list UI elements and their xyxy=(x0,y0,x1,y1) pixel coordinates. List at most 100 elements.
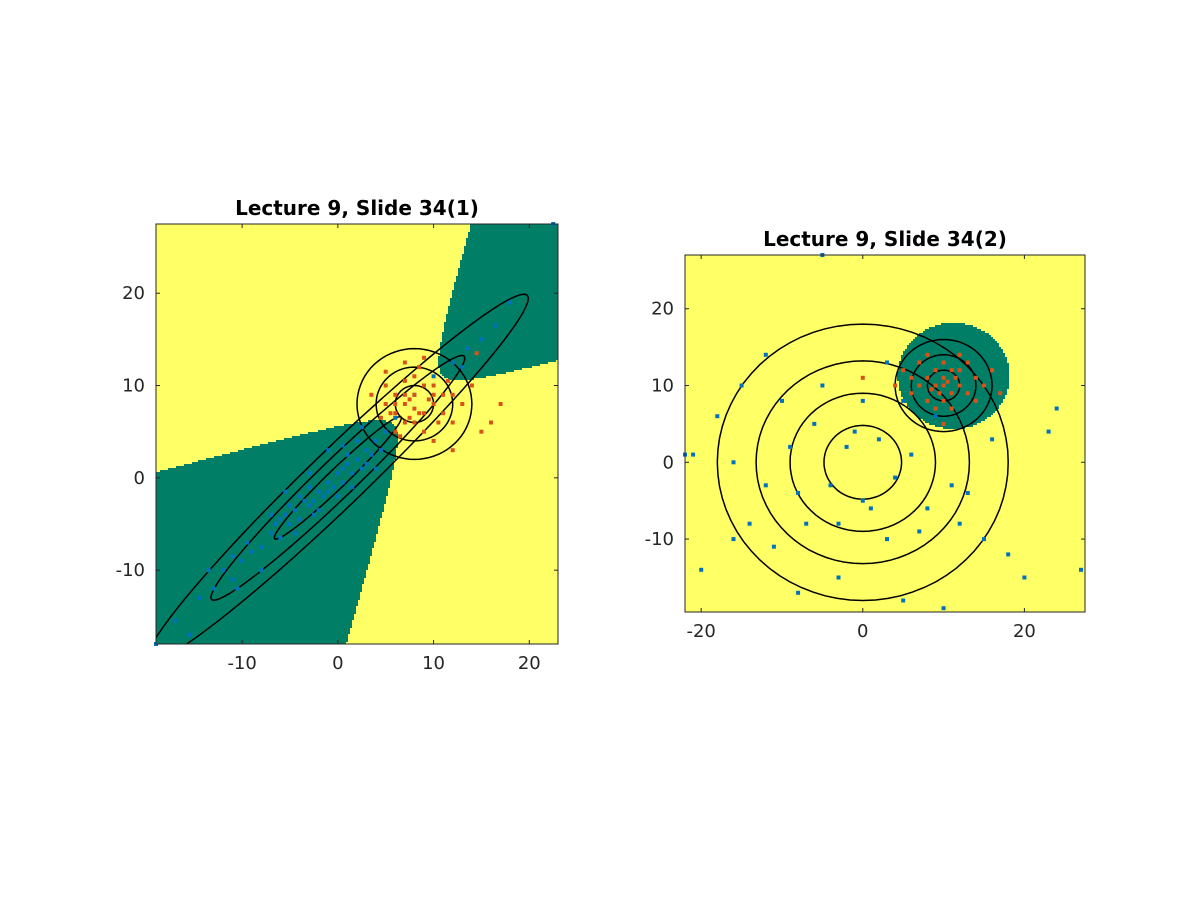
point-series2-8 xyxy=(422,383,426,388)
point-series1-3 xyxy=(221,568,225,573)
point-series1-25 xyxy=(345,462,350,466)
axes-box xyxy=(155,223,559,645)
point-series1-23 xyxy=(335,471,340,476)
point-series1-2 xyxy=(211,586,216,591)
point-series1-5 xyxy=(699,567,704,572)
point-series1-32 xyxy=(378,448,383,453)
point-series2-42 xyxy=(407,415,412,420)
point-series2-19 xyxy=(982,383,986,388)
point-series2-16 xyxy=(949,406,954,411)
point-series1-28 xyxy=(359,466,364,471)
y-tick-label: -10 xyxy=(116,560,145,581)
point-series1-20 xyxy=(893,475,898,480)
point-series2-9 xyxy=(965,391,970,396)
point-series2-37 xyxy=(407,397,412,402)
ticks: -20 0 20 -10 0 10 20 xyxy=(645,255,1085,642)
point-series1-13 xyxy=(288,522,292,526)
point-series2-18 xyxy=(402,378,407,383)
point-series1-31 xyxy=(804,521,809,526)
point-series2-1 xyxy=(941,375,946,380)
point-series1-57 xyxy=(431,374,436,379)
point-series1-45 xyxy=(1022,575,1027,580)
point-series1-35 xyxy=(316,508,321,513)
point-series2-17 xyxy=(383,383,388,388)
point-series2-11 xyxy=(383,402,388,406)
point-series1-31 xyxy=(374,438,379,443)
decision-regions xyxy=(685,255,1085,612)
point-series2-31 xyxy=(431,438,436,443)
point-series1-35 xyxy=(788,444,793,449)
point-series2-34 xyxy=(479,429,484,434)
point-series2-24 xyxy=(369,392,374,397)
point-series1-50 xyxy=(374,466,379,471)
y-tick-label: 10 xyxy=(651,376,674,397)
point-series2-6 xyxy=(933,368,938,373)
point-series1-1 xyxy=(197,595,202,600)
point-series1-2 xyxy=(731,537,736,542)
point-series1-14 xyxy=(292,508,297,513)
point-series1-18 xyxy=(876,437,881,442)
point-series2-30 xyxy=(901,368,906,373)
point-series1-8 xyxy=(941,606,946,611)
point-series1-13 xyxy=(982,537,986,542)
point-series1-22 xyxy=(909,452,914,457)
point-series2-18 xyxy=(917,360,922,365)
point-series1-4 xyxy=(796,590,801,595)
point-series1-67 xyxy=(359,425,364,430)
point-series2-29 xyxy=(990,368,995,373)
point-series2-2 xyxy=(949,391,954,396)
point-series1-11 xyxy=(1046,429,1051,434)
point-series2-43 xyxy=(441,392,446,397)
point-series1-55 xyxy=(393,415,398,420)
point-series1-53 xyxy=(230,554,235,559)
point-series2-1 xyxy=(402,402,407,406)
x-tick-label: -20 xyxy=(686,621,715,642)
point-series1-1 xyxy=(739,383,744,388)
point-series1-29 xyxy=(901,398,906,403)
point-series2-31 xyxy=(941,421,946,426)
point-series1-20 xyxy=(321,494,326,499)
point-series1-6 xyxy=(244,540,249,545)
scatter-points xyxy=(683,253,1083,611)
class1-region xyxy=(685,255,1085,612)
point-series1-62 xyxy=(508,300,513,305)
point-series2-17 xyxy=(965,360,970,365)
point-series2-12 xyxy=(957,368,962,373)
point-series1-18 xyxy=(311,512,316,517)
y-tick-label: -10 xyxy=(645,529,674,550)
point-series2-5 xyxy=(941,398,946,403)
point-series2-4 xyxy=(957,383,962,388)
point-series1-66 xyxy=(326,448,331,453)
point-series1-45 xyxy=(326,489,331,494)
point-series1-0 xyxy=(173,618,178,623)
point-series1-46 xyxy=(288,503,292,508)
point-series2-34 xyxy=(860,375,865,380)
point-series1-15 xyxy=(885,537,889,542)
point-series1-40 xyxy=(771,544,776,549)
point-series1-26 xyxy=(949,483,954,488)
point-series1-36 xyxy=(965,491,970,495)
point-series2-11 xyxy=(925,398,930,403)
x-tick-label: -10 xyxy=(227,653,256,674)
point-series1-44 xyxy=(187,632,192,637)
point-series1-7 xyxy=(901,598,906,603)
point-series2-25 xyxy=(402,360,407,365)
point-series2-10 xyxy=(941,360,946,365)
point-series2-5 xyxy=(402,392,407,397)
contour-series1-level1 xyxy=(823,424,903,500)
point-series2-14 xyxy=(393,429,398,434)
point-series1-28 xyxy=(820,383,825,388)
point-series1-49 xyxy=(350,485,355,490)
point-series1-32 xyxy=(868,506,873,511)
contours xyxy=(156,293,530,644)
point-series2-23 xyxy=(460,402,465,406)
point-series1-54 xyxy=(206,568,211,573)
point-series1-36 xyxy=(335,494,340,499)
point-series2-3 xyxy=(925,375,930,380)
point-series1-4 xyxy=(230,577,235,582)
point-series2-16 xyxy=(422,429,426,434)
point-series2-14 xyxy=(973,375,978,380)
point-series1-27 xyxy=(763,483,768,488)
point-series1-22 xyxy=(331,485,336,490)
